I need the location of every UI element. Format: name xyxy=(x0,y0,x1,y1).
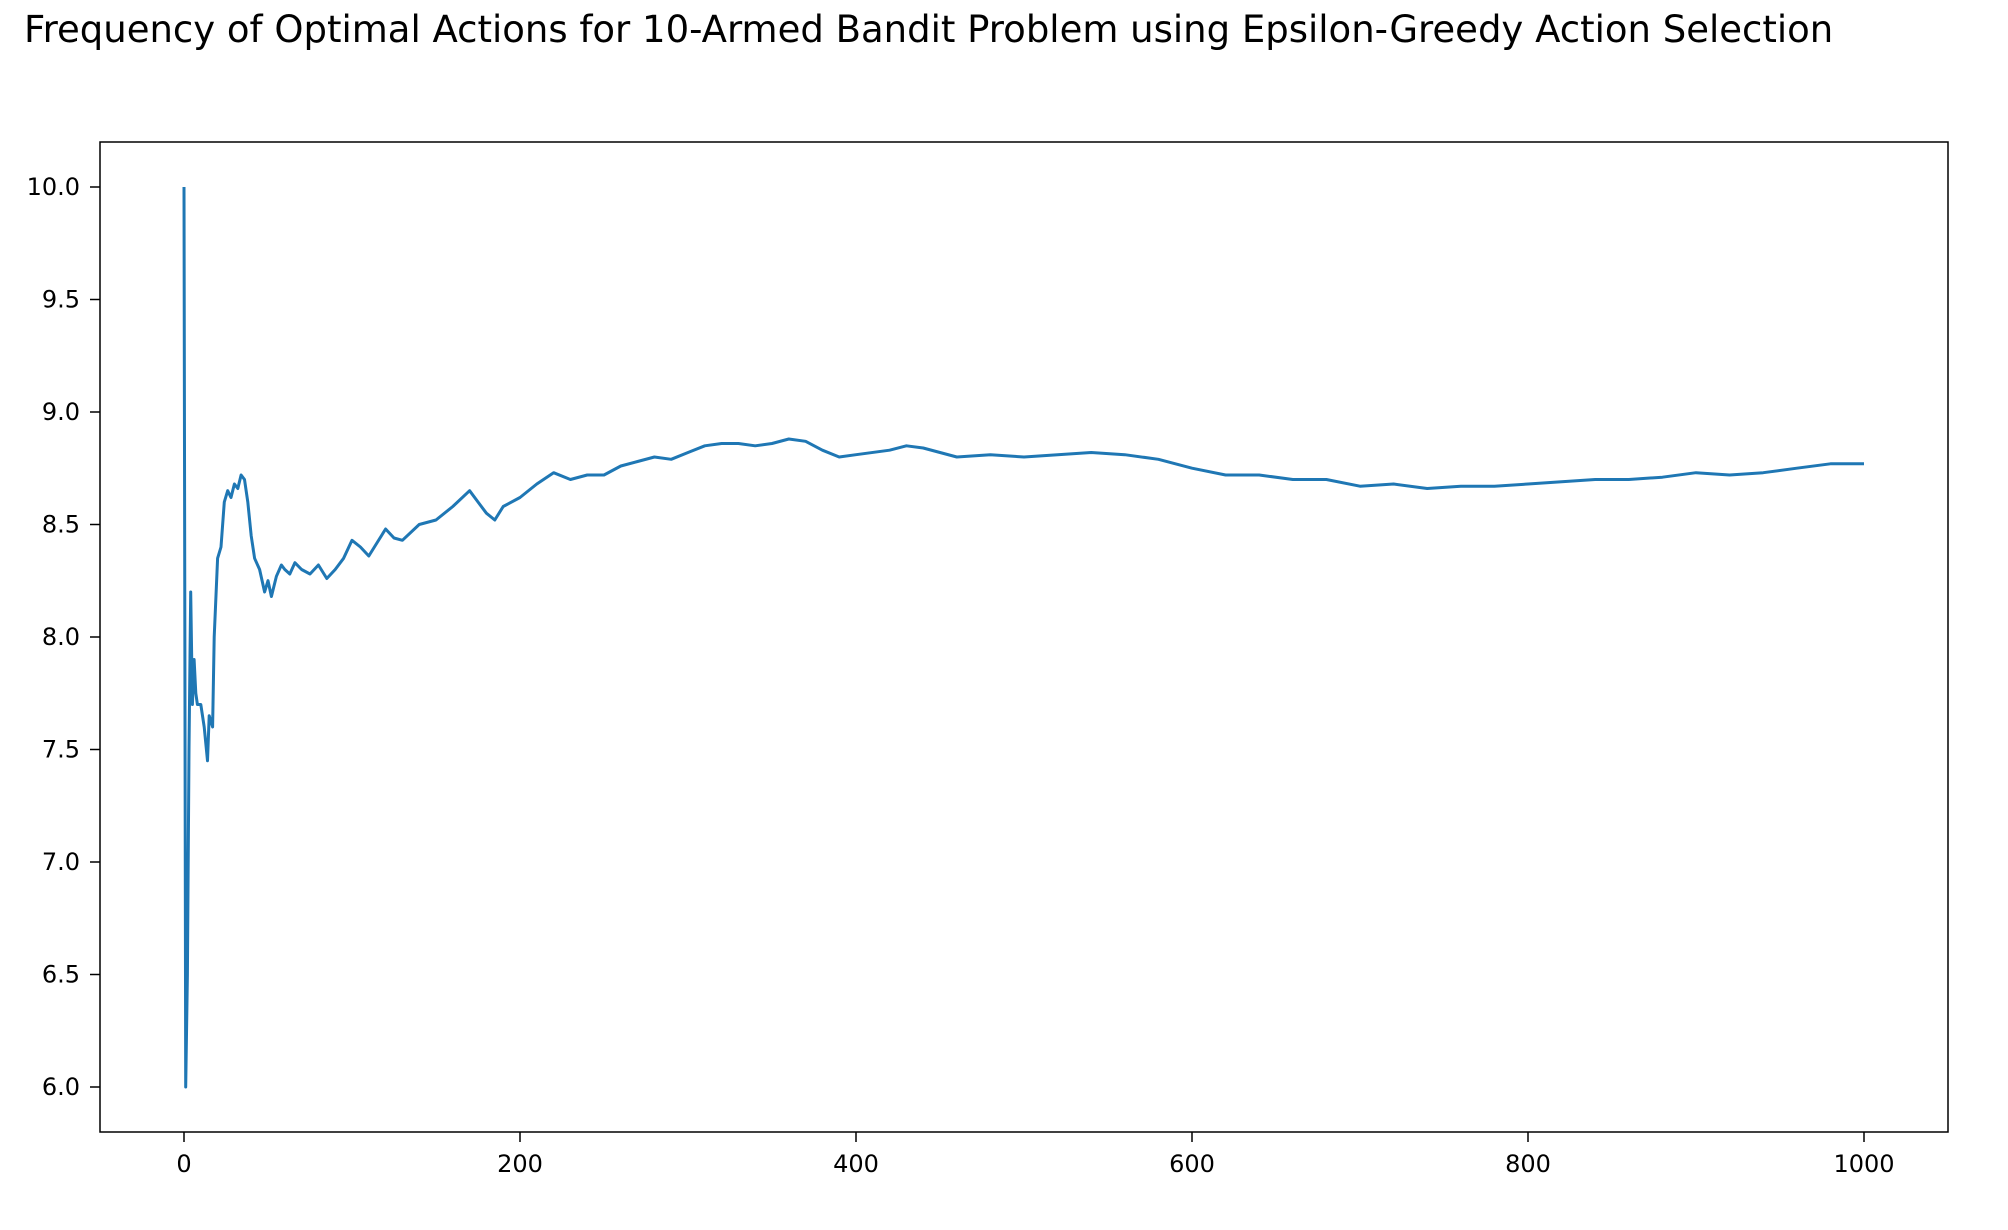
y-tick-label: 6.5 xyxy=(42,961,80,989)
y-tick-label: 9.5 xyxy=(42,286,80,314)
y-tick-label: 6.0 xyxy=(42,1073,80,1101)
y-tick-label: 8.5 xyxy=(42,511,80,539)
x-axis: 0 200 400 600 800 1000 xyxy=(176,1132,1895,1178)
x-tick-label: 0 xyxy=(176,1150,191,1178)
chart-title: Frequency of Optimal Actions for 10-Arme… xyxy=(24,8,1834,51)
y-tick-label: 9.0 xyxy=(42,398,80,426)
x-tick-label: 600 xyxy=(1169,1150,1215,1178)
plot-frame xyxy=(99,141,1949,1133)
y-axis: 6.0 6.5 7.0 7.5 8.0 8.5 9.0 9.5 10.0 xyxy=(27,173,100,1101)
x-tick-label: 1000 xyxy=(1833,1150,1894,1178)
series-line-0 xyxy=(182,186,1864,1089)
y-tick-label: 7.0 xyxy=(42,848,80,876)
x-tick-label: 800 xyxy=(1505,1150,1551,1178)
series-layer xyxy=(182,186,1864,1089)
y-tick-label: 7.5 xyxy=(42,736,80,764)
x-tick-label: 400 xyxy=(833,1150,879,1178)
x-tick-label: 200 xyxy=(497,1150,543,1178)
y-tick-label: 8.0 xyxy=(42,623,80,651)
y-tick-label: 10.0 xyxy=(27,173,80,201)
